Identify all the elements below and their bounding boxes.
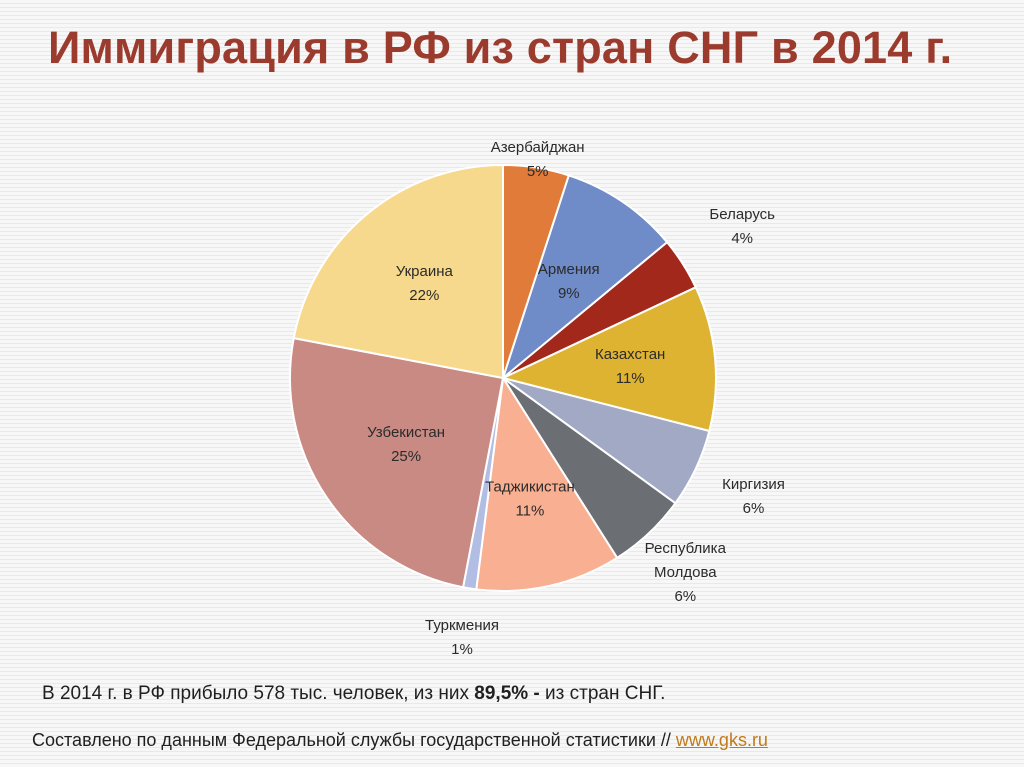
pie-label-value: 11%: [515, 503, 544, 520]
pie-label-4: Киргизия 6%: [722, 476, 785, 517]
pie-label-7: Туркмения 1%: [425, 617, 499, 658]
source-note: Составлено по данным Федеральной службы …: [32, 730, 768, 751]
pie-label-category: Республика: [645, 540, 727, 557]
pie-label-value: 1%: [451, 641, 473, 658]
pie-label-value: 22%: [409, 287, 439, 304]
pie-slice-1: [500, 174, 669, 381]
pie-label-value: 9%: [558, 285, 580, 302]
pie-label-value: 11%: [616, 370, 645, 387]
pie-label-9: Украина 22%: [396, 263, 454, 304]
pie-label-6: Таджикистан 11%: [485, 479, 575, 520]
pie-slices: [289, 163, 717, 592]
pie-label-3: Казахстан 11%: [595, 346, 665, 387]
pie-label-category: Беларусь: [709, 206, 775, 223]
pie-label-category: Молдова: [654, 564, 717, 581]
pie-label-category: Украина: [396, 263, 454, 280]
pie-label-value: 6%: [674, 588, 696, 605]
pie-label-value: 5%: [527, 163, 549, 180]
pie-label-5: Республика Молдова 6%: [645, 540, 727, 605]
pie-label-category: Азербайджан: [491, 139, 585, 156]
pie-label-8: Узбекистан 25%: [367, 424, 445, 465]
pie-label-value: 4%: [731, 230, 753, 247]
pie-slice-6: [475, 375, 619, 592]
summary-text-end: из стран СНГ.: [539, 683, 666, 704]
pie-data-labels: Азербайджан 5% Армения 9% Беларусь 4% Казахста…: [367, 139, 785, 658]
summary-highlight: 89,5% -: [474, 683, 540, 704]
pie-slice-8: [289, 336, 505, 589]
pie-label-2: Беларусь 4%: [709, 206, 775, 247]
pie-slice-3: [500, 285, 717, 433]
pie-label-category: Туркмения: [425, 617, 499, 634]
source-link[interactable]: www.gks.ru: [675, 730, 768, 750]
pie-label-value: 25%: [391, 448, 421, 465]
pie-label-category: Армения: [538, 261, 600, 278]
slide-title: Иммиграция в РФ из стран СНГ в 2014 г.: [48, 22, 953, 73]
pie-label-category: Киргизия: [722, 476, 785, 493]
summary-text-start: В 2014 г. в РФ прибыло 578 тыс. человек,…: [42, 683, 475, 704]
pie-label-category: Казахстан: [595, 346, 665, 363]
pie-label-0: Азербайджан 5%: [491, 139, 585, 180]
summary-text: В 2014 г. в РФ прибыло 578 тыс. человек,…: [42, 683, 665, 705]
source-text: Составлено по данным Федеральной службы …: [32, 730, 676, 750]
pie-label-category: Узбекистан: [367, 424, 445, 441]
pie-slice-9: [292, 163, 504, 380]
pie-label-category: Таджикистан: [485, 479, 575, 496]
pie-label-value: 6%: [743, 500, 765, 517]
pie-label-1: Армения 9%: [538, 261, 600, 302]
